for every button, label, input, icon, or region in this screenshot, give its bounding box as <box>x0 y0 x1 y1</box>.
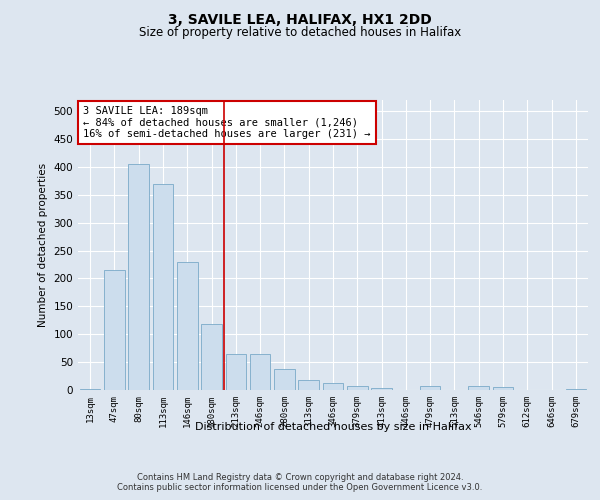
Text: Size of property relative to detached houses in Halifax: Size of property relative to detached ho… <box>139 26 461 39</box>
Bar <box>347 386 368 390</box>
Text: 3, SAVILE LEA, HALIFAX, HX1 2DD: 3, SAVILE LEA, HALIFAX, HX1 2DD <box>168 12 432 26</box>
Bar <box>566 389 586 390</box>
Text: Distribution of detached houses by size in Halifax: Distribution of detached houses by size … <box>194 422 472 432</box>
Bar <box>469 386 489 390</box>
Text: Contains HM Land Registry data © Crown copyright and database right 2024.: Contains HM Land Registry data © Crown c… <box>137 472 463 482</box>
Y-axis label: Number of detached properties: Number of detached properties <box>38 163 48 327</box>
Bar <box>80 389 100 390</box>
Bar <box>226 354 246 390</box>
Bar <box>201 324 222 390</box>
Bar <box>323 384 343 390</box>
Bar <box>420 386 440 390</box>
Bar <box>104 270 125 390</box>
Bar <box>250 354 271 390</box>
Bar <box>152 184 173 390</box>
Bar <box>371 388 392 390</box>
Bar <box>128 164 149 390</box>
Text: 3 SAVILE LEA: 189sqm
← 84% of detached houses are smaller (1,246)
16% of semi-de: 3 SAVILE LEA: 189sqm ← 84% of detached h… <box>83 106 371 139</box>
Bar <box>177 262 197 390</box>
Text: Contains public sector information licensed under the Open Government Licence v3: Contains public sector information licen… <box>118 482 482 492</box>
Bar <box>298 380 319 390</box>
Bar <box>493 386 514 390</box>
Bar <box>274 369 295 390</box>
